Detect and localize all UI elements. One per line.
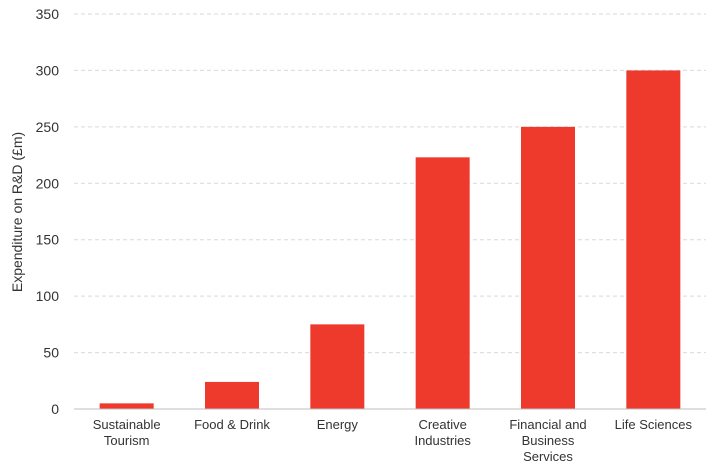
x-tick-label: Creative Industries: [414, 417, 471, 448]
bar: [205, 381, 259, 409]
y-tick-label: 50: [43, 345, 59, 361]
y-tick-label: 150: [36, 232, 60, 248]
y-tick-label: 0: [51, 401, 59, 417]
bar: [310, 324, 365, 409]
x-tick-label: Life Sciences: [615, 417, 693, 432]
y-tick-label: 200: [36, 175, 60, 191]
x-tick-label: Sustainable Tourism: [93, 417, 161, 448]
bar: [521, 126, 575, 409]
y-tick-label: 300: [36, 62, 60, 78]
x-tick-label: Financial and Business Services: [509, 417, 586, 464]
x-tick-label: Energy: [317, 417, 359, 432]
x-tick-label: Food & Drink: [194, 417, 270, 432]
y-axis-title: Expenditure on R&D (£m): [9, 132, 25, 292]
y-axis-ticks: 0 50 100 150 200 250 300 350: [36, 6, 60, 417]
gridlines: [74, 13, 706, 354]
y-tick-label: 100: [36, 288, 60, 304]
y-tick-label: 250: [36, 119, 60, 135]
y-tick-label: 350: [36, 6, 60, 22]
bar: [626, 70, 681, 409]
bar: [415, 157, 470, 409]
x-axis-labels: Sustainable Tourism Food & Drink Energy Crea…: [93, 417, 693, 464]
bar: [99, 403, 154, 409]
bars: [99, 70, 681, 409]
